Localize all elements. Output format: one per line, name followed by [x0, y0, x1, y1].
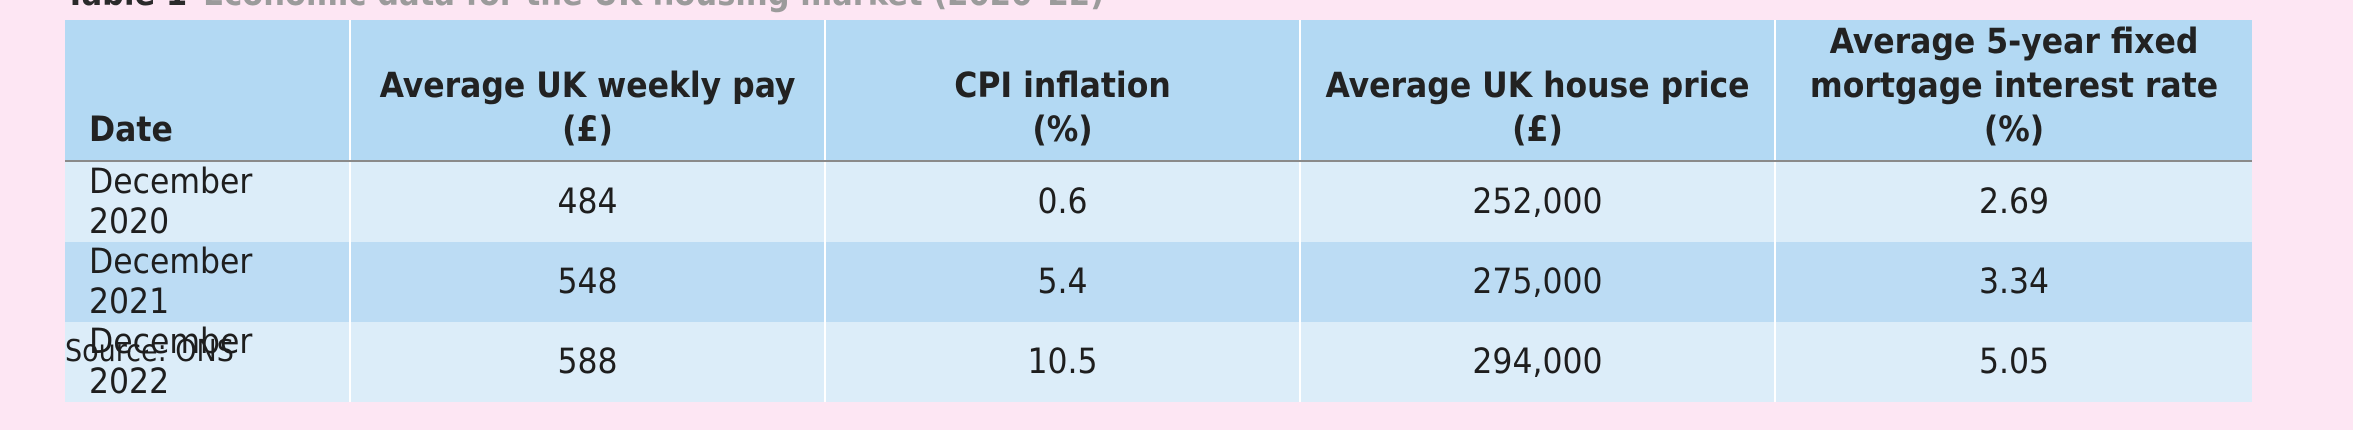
cell-date: December 2021 [65, 242, 350, 322]
cell-house-price: 275,000 [1299, 242, 1775, 322]
table-row: December 2020 484 0.6 252,000 2.69 [65, 161, 2252, 242]
header-weekly-pay-line2: (£) [562, 110, 613, 150]
header-mortgage-rate-line1: Average 5-year fixed [1829, 22, 2199, 62]
cell-date: December 2020 [65, 161, 350, 242]
cell-weekly-pay: 484 [349, 161, 825, 242]
header-weekly-pay-line1: Average UK weekly pay [379, 66, 796, 106]
header-date: Date [65, 20, 350, 162]
header-house-price: Average UK house price (£) [1299, 20, 1775, 162]
cell-weekly-pay: 588 [349, 322, 825, 402]
header-cpi-inflation-line2: (%) [1032, 110, 1093, 150]
header-house-price-line1: Average UK house price [1325, 66, 1750, 106]
header-cpi-inflation-line1: CPI inflation [954, 66, 1171, 106]
table-body: December 2020 484 0.6 252,000 2.69 Decem… [65, 161, 2252, 402]
cell-weekly-pay: 548 [349, 242, 825, 322]
header-mortgage-rate-line2: mortgage interest rate (%) [1809, 66, 2219, 150]
cell-mortgage-rate: 3.34 [1774, 242, 2252, 322]
header-weekly-pay: Average UK weekly pay (£) [349, 20, 825, 162]
table-title: Economic data for the UK housing market … [203, 0, 1104, 14]
source-note: Source: ONS [65, 334, 234, 369]
header-mortgage-rate: Average 5-year fixed mortgage interest r… [1774, 20, 2252, 162]
header-cpi-inflation: CPI inflation (%) [824, 20, 1300, 162]
cell-date: December 2022 [65, 322, 350, 402]
header-date-label: Date [89, 110, 173, 150]
cell-cpi-inflation: 5.4 [824, 242, 1300, 322]
cell-cpi-inflation: 0.6 [824, 161, 1300, 242]
table-row: December 2022 588 10.5 294,000 5.05 [65, 322, 2252, 402]
table-header: Date Average UK weekly pay (£) CPI infla… [65, 20, 2252, 162]
table-number: Table 1 [65, 0, 187, 14]
header-house-price-line2: (£) [1512, 110, 1563, 150]
table-row: December 2021 548 5.4 275,000 3.34 [65, 242, 2252, 322]
cell-house-price: 294,000 [1299, 322, 1775, 402]
economic-data-table: Date Average UK weekly pay (£) CPI infla… [65, 20, 2252, 402]
cell-mortgage-rate: 2.69 [1774, 161, 2252, 242]
cell-cpi-inflation: 10.5 [824, 322, 1300, 402]
table-caption: Table 1 Economic data for the UK housing … [65, 0, 1104, 14]
cell-mortgage-rate: 5.05 [1774, 322, 2252, 402]
cell-house-price: 252,000 [1299, 161, 1775, 242]
header-row: Date Average UK weekly pay (£) CPI infla… [65, 20, 2252, 162]
